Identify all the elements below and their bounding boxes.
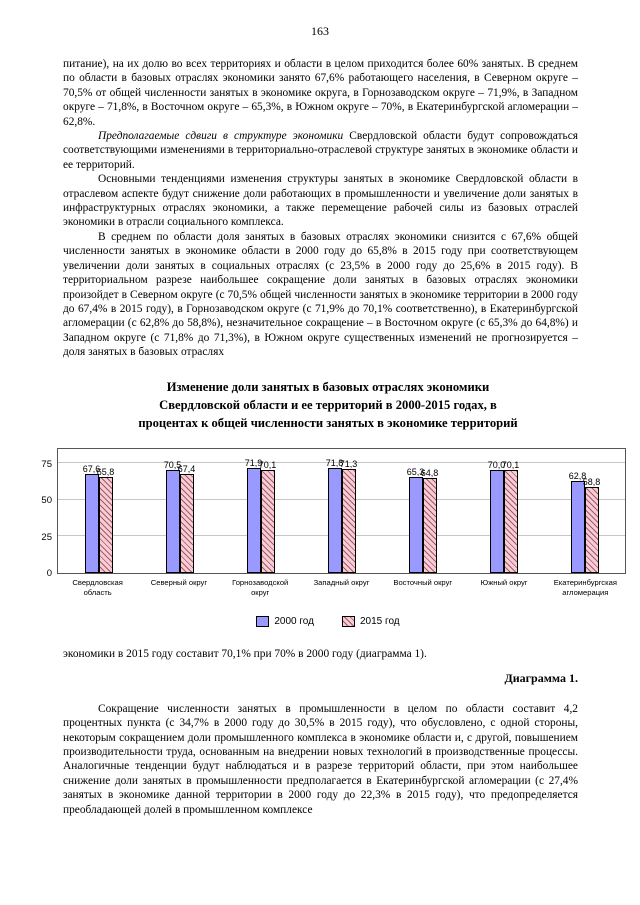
legend-item: 2000 год <box>256 616 314 628</box>
x-axis-label: Западный округ <box>313 577 370 587</box>
bar: 71,3 <box>340 459 357 573</box>
paragraph-1: питание), на их долю во всех территориях… <box>63 58 578 128</box>
paragraph-6: Сокращение численности занятых в промышл… <box>63 702 578 816</box>
paragraph-4: В среднем по области доля занятых в базо… <box>63 230 578 359</box>
bar-value-label: 70,1 <box>258 460 277 471</box>
bar: 64,8 <box>421 469 438 573</box>
bar-value-label: 65,8 <box>96 466 115 477</box>
gridline-75 <box>58 462 625 464</box>
legend-swatch <box>256 616 270 628</box>
bar-group: 67,6 65,8 <box>58 449 139 573</box>
paragraph-3: Основными тенденциями изменения структур… <box>63 173 578 229</box>
plot-area: 67,6 65,8 70,5 67,4 71,9 70,1 71,8 71,3 65,3 64,8… <box>57 447 626 574</box>
bar-value-label: 70,1 <box>501 460 520 471</box>
legend-label: 2000 год <box>274 616 314 628</box>
bar-group: 71,9 70,1 <box>220 449 301 573</box>
bar: 65,8 <box>97 467 114 573</box>
bar-value-label: 71,9 <box>244 457 263 468</box>
bar: 65,3 <box>407 468 424 573</box>
x-axis-row: Свердловская область Северный округ Горноз… <box>30 578 626 599</box>
bar: 71,8 <box>326 458 343 573</box>
paragraph-2: Предполагаемые сдвиги в структуре эконом… <box>63 129 578 172</box>
bar: 70,5 <box>164 460 181 573</box>
bar-value-label: 71,8 <box>325 457 344 468</box>
bar-value-label: 65,3 <box>406 467 425 478</box>
chart-title-line-2: Свердловской области и ее территорий в 2… <box>159 397 497 412</box>
bar-value-label: 67,6 <box>82 463 101 474</box>
paragraph-2-italic-lead: Предполагаемые сдвиги в структуре эконом… <box>98 130 344 143</box>
page-number: 163 <box>311 24 329 38</box>
bar: 70,1 <box>502 461 519 573</box>
paragraph-2-rest: Свердловской области будут сопровождатьс… <box>63 130 578 171</box>
bar-groups: 67,6 65,8 70,5 67,4 71,9 70,1 71,8 71,3 65,3 64,8… <box>58 449 625 573</box>
bar: 58,8 <box>583 477 600 573</box>
bar-group: 70,5 67,4 <box>139 449 220 573</box>
y-tick-label-25: 25 <box>41 531 52 543</box>
paragraph-5: экономики в 2015 году составит 70,1% при… <box>63 648 427 661</box>
y-tick-label-75: 75 <box>41 458 52 470</box>
diagram-caption: Диаграмма 1. <box>504 671 578 686</box>
body-text-top: питание), на их долю во всех территориях… <box>63 57 578 360</box>
bar-value-label: 70,0 <box>487 460 506 471</box>
bar-value-label: 70,5 <box>163 459 182 470</box>
x-axis-label: Северный округ <box>150 577 208 587</box>
bar-value-label: 58,8 <box>582 476 601 487</box>
chart-title: Изменение доли занятых в базовых отрасля… <box>30 378 626 432</box>
x-axis-label: Екатеринбургская агломерация <box>553 577 617 597</box>
chart-title-line-1: Изменение доли занятых в базовых отрасля… <box>166 379 490 394</box>
bar: 70,0 <box>488 461 505 573</box>
bar-value-label: 67,4 <box>177 464 196 475</box>
chart-legend: 2000 год 2015 год <box>30 616 626 628</box>
bar-value-label: 62,8 <box>568 470 587 481</box>
x-axis-label: Южный округ <box>480 577 528 587</box>
x-axis-labels: Свердловская область Северный округ Горноз… <box>57 578 626 599</box>
y-tick-label-50: 50 <box>41 494 52 506</box>
legend-label: 2015 год <box>360 616 400 628</box>
x-axis-label: Восточный округ <box>393 577 453 587</box>
bar-group: 65,3 64,8 <box>382 449 463 573</box>
x-axis-label: Горнозаводской округ <box>232 577 289 597</box>
bar: 62,8 <box>569 471 586 573</box>
bar: 67,4 <box>178 465 195 573</box>
x-axis-label: Свердловская область <box>72 577 123 597</box>
x-axis-spacer <box>30 578 57 599</box>
y-axis: 0 25 50 75 <box>30 448 57 577</box>
legend-item: 2015 год <box>342 616 400 628</box>
body-text-bottom: экономики в 2015 году составит 70,1% при… <box>63 647 578 817</box>
bar-group: 70,0 70,1 <box>463 449 544 573</box>
plot-row: 0 25 50 75 67,6 65,8 70,5 67,4 71,9 70,1 71,8 71,3… <box>30 447 626 578</box>
bar-group: 71,8 71,3 <box>301 449 382 573</box>
bar: 67,6 <box>83 464 100 573</box>
y-tick-label-0: 0 <box>46 567 52 579</box>
bar-chart: Изменение доли занятых в базовых отрасля… <box>30 378 626 628</box>
bar: 71,9 <box>245 458 262 573</box>
legend-swatch <box>342 616 355 628</box>
bar-value-label: 71,3 <box>339 458 358 469</box>
bar-group: 62,8 58,8 <box>544 449 625 573</box>
bar: 70,1 <box>259 461 276 573</box>
chart-title-line-3: процентах к общей численности занятых в … <box>138 415 518 430</box>
bar-value-label: 64,8 <box>420 468 439 478</box>
